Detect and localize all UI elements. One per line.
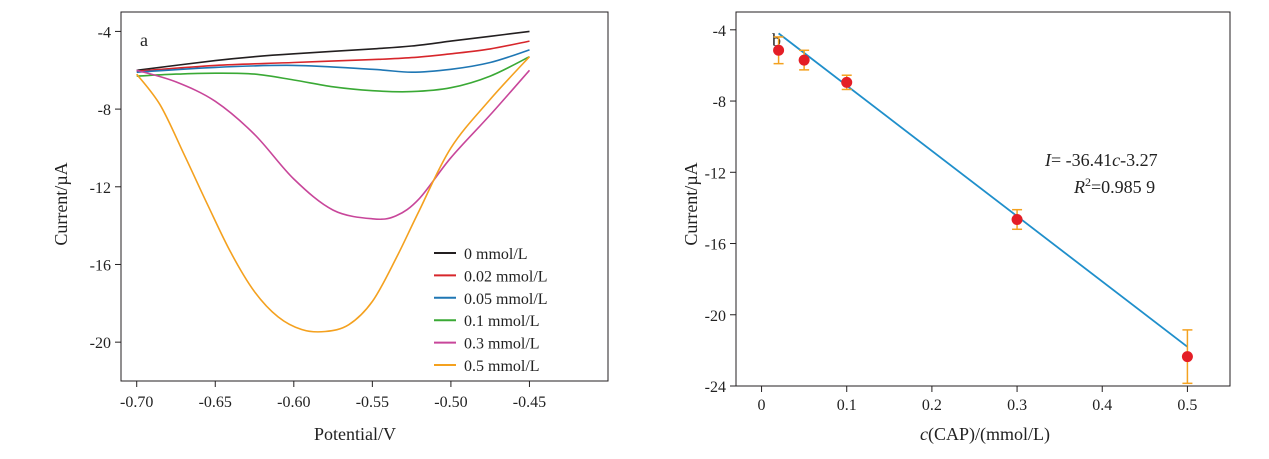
- panel-a-series-line: [136, 56, 531, 333]
- panel-b-x-axis-title-rest: (CAP)/(mmol/L): [928, 424, 1050, 445]
- panel-a-chart: a -0.70 -0.65 -0.60 -0.55 -0.50 -0.45 -20-16-…: [51, 11, 609, 444]
- panel-b-x-tick-label: 0.3: [1007, 397, 1027, 414]
- equation-r-superscript: 2: [1085, 175, 1091, 189]
- panel-a-x-ticks: -0.70 -0.65 -0.60 -0.55 -0.50 -0.45: [120, 381, 546, 411]
- panel-a-x-tick-label: -0.65: [199, 394, 232, 411]
- panel-a-legend-label: 0.02 mmol/L: [464, 268, 548, 285]
- panel-b-data-point: [1181, 351, 1193, 363]
- equation-line1-tail: -3.27: [1120, 150, 1158, 170]
- panel-b-data-point: [773, 44, 785, 56]
- panel-b-x-tick-label: 0.1: [837, 397, 857, 414]
- panel-a-x-tick-label: -0.70: [120, 394, 153, 411]
- panel-b-data-point: [798, 54, 810, 66]
- panel-b-data-point: [1011, 213, 1023, 225]
- panel-b-x-tick-label: 0.5: [1177, 397, 1197, 414]
- panel-b-equation-line2: R2=0.985 9: [1073, 175, 1155, 197]
- panel-a-legend-label: 0.1 mmol/L: [464, 313, 540, 330]
- panel-b-y-tick-label: -12: [705, 165, 726, 182]
- panel-b-y-tick-label: -4: [713, 23, 726, 40]
- equation-r-label: R: [1073, 177, 1085, 197]
- panel-b-equation-line1: I= -36.41c-3.27: [1044, 150, 1158, 170]
- panel-a-legend-label: 0.3 mmol/L: [464, 336, 540, 353]
- panel-b-y-ticks: -24 -20 -16 -12 -8 -4: [705, 23, 736, 396]
- panel-a-y-tick-label: -4: [98, 24, 111, 41]
- panel-a-y-tick-label: -8: [98, 102, 111, 119]
- panel-b-chart: b 0 0.1 0.2 0.3 0.4 0.5 -24-20-16-12-8-4 c(CA…: [681, 11, 1231, 445]
- panel-a-legend-label: 0 mmol/L: [464, 246, 528, 263]
- equation-line1-rest: = -36.41: [1051, 150, 1112, 170]
- panel-b-letter: b: [772, 30, 781, 50]
- panel-a-y-tick-label: -16: [90, 257, 111, 274]
- panel-a-x-tick-label: -0.50: [434, 394, 467, 411]
- panel-a-series-lines: [136, 30, 531, 333]
- panel-a-series-line: [136, 69, 531, 221]
- panel-a-legend-label: 0.05 mmol/L: [464, 291, 548, 308]
- equation-c-label: c: [1112, 150, 1120, 170]
- panel-a-y-axis-title: Current/µA: [51, 162, 71, 245]
- panel-a-legend-label: 0.5 mmol/L: [464, 358, 540, 375]
- panel-a-letter: a: [140, 30, 148, 50]
- panel-a-series-line: [136, 40, 530, 72]
- panel-a-series-line: [136, 30, 530, 72]
- panel-b-y-tick-label: -24: [705, 379, 726, 396]
- panel-b-x-tick-label: 0: [758, 397, 766, 414]
- panel-b-y-tick-label: -20: [705, 308, 726, 325]
- panel-a-series-line: [136, 49, 530, 74]
- panel-b-data-points: [773, 36, 1193, 385]
- panel-a-legend: 0 mmol/L 0.02 mmol/L 0.05 mmol/L 0.1 mmol/L…: [434, 246, 548, 375]
- panel-b-y-axis-title: Current/µA: [681, 162, 701, 245]
- panel-a-x-tick-label: -0.45: [513, 394, 546, 411]
- panel-b-x-ticks: 0 0.1 0.2 0.3 0.4 0.5: [758, 386, 1197, 414]
- panel-b-y-tick-label: -16: [705, 237, 726, 254]
- panel-b-y-tick-label: -8: [713, 94, 726, 111]
- panel-a-plot-frame: [120, 11, 609, 382]
- panel-b-plot-frame: [735, 11, 1231, 387]
- panel-a-x-tick-label: -0.55: [356, 394, 389, 411]
- panel-b-x-tick-label: 0.2: [922, 397, 942, 414]
- panel-b-x-tick-label: 0.4: [1092, 397, 1112, 414]
- panel-a-x-axis-title: Potential/V: [314, 424, 396, 444]
- panel-a-x-tick-label: -0.60: [277, 394, 310, 411]
- panel-a-series-line: [136, 55, 530, 93]
- panel-a-y-tick-label: -20: [90, 335, 111, 352]
- panel-b-x-axis-title: c(CAP)/(mmol/L): [920, 424, 1050, 445]
- panel-a-y-tick-label: -12: [90, 180, 111, 197]
- panel-a-y-ticks: -20 -16 -12 -8 -4: [90, 24, 121, 352]
- panel-b-x-axis-title-italic: c: [920, 424, 928, 444]
- equation-r-value: =0.985 9: [1091, 177, 1155, 197]
- equation-i-label: I: [1044, 150, 1052, 170]
- panel-b-data-point: [841, 76, 853, 88]
